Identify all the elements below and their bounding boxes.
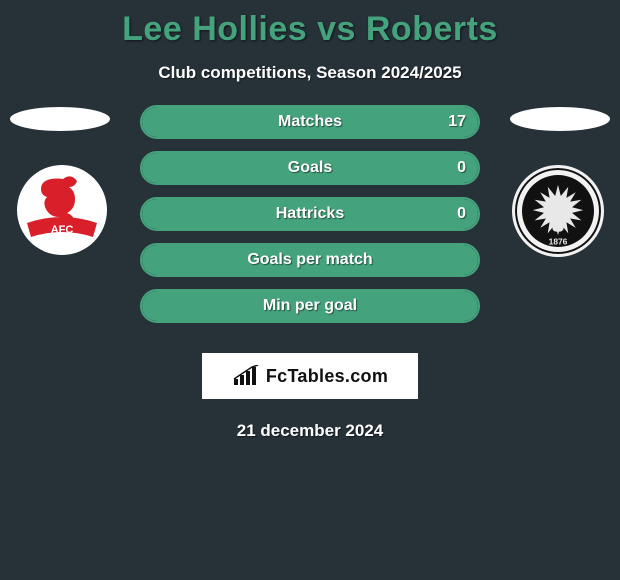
club-crest-right: 1876	[508, 165, 608, 257]
stat-bar-value-right: 0	[457, 159, 466, 177]
crest-right-year-text: 1876	[549, 237, 568, 247]
stat-bar-label: Goals	[288, 159, 332, 177]
partick-thistle-crest-icon: 1876	[515, 168, 601, 254]
stat-bar: Matches 17	[140, 105, 480, 139]
stat-bar-label: Goals per match	[247, 251, 372, 269]
stat-bar: Goals per match	[140, 243, 480, 277]
stat-bar-value-right: 17	[448, 113, 466, 131]
fctables-logo-icon	[232, 365, 260, 387]
stat-bar-value-right: 0	[457, 205, 466, 223]
page-subtitle: Club competitions, Season 2024/2025	[0, 63, 620, 83]
crest-left-banner-text: AFC	[51, 224, 74, 236]
date-text: 21 december 2024	[0, 421, 620, 441]
stat-bar-label: Hattricks	[276, 205, 344, 223]
stat-bar: Hattricks 0	[140, 197, 480, 231]
comparison-layout: AFC 1876 Matches17Goals0Hattricks0Goals …	[0, 105, 620, 335]
brand-text: FcTables.com	[266, 366, 388, 387]
airdrieonians-crest-icon: AFC	[17, 165, 107, 255]
stat-bar-label: Min per goal	[263, 297, 357, 315]
stat-bars: Matches 17 Goals 0 Hattricks 0 Goals per match…	[140, 105, 480, 335]
stat-bar: Min per goal	[140, 289, 480, 323]
stat-bar-label: Matches	[278, 113, 342, 131]
player-left-ellipse	[10, 107, 110, 131]
stat-bar: Goals 0	[140, 151, 480, 185]
club-crest-left: AFC	[12, 165, 112, 257]
brand-box: FcTables.com	[202, 353, 418, 399]
player-right-ellipse	[510, 107, 610, 131]
page-title: Lee Hollies vs Roberts	[0, 0, 620, 49]
